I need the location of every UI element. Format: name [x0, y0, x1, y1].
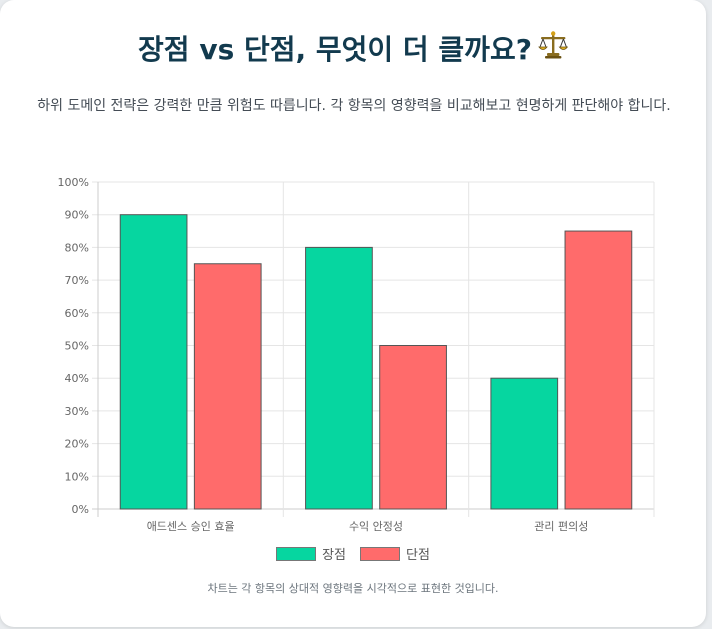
y-tick-label: 80% — [65, 241, 89, 254]
bar-cons[interactable] — [564, 230, 633, 510]
y-tick-label: 10% — [65, 470, 89, 483]
chart-footnote: 차트는 각 항목의 상대적 영향력을 시각적으로 표현한 것입니다. — [207, 582, 499, 595]
bar-pros[interactable] — [119, 214, 188, 510]
balance-scale-icon — [538, 29, 569, 73]
y-tick-label: 90% — [65, 209, 89, 222]
bar-cons[interactable] — [379, 345, 447, 510]
chart-legend: 장점 단점 — [0, 544, 706, 563]
bar-chart: 0% 10% 20% 30% 40% 50% 60% 70% 80% 90% 100% 애드센스 승인… — [58, 176, 655, 533]
y-tick-label: 20% — [65, 438, 89, 451]
y-tick-label: 70% — [65, 274, 89, 287]
legend-label-pros: 장점 — [322, 548, 346, 563]
page-subtitle: 하위 도메인 전략은 강력한 만큼 위험도 따릅니다. 각 항목의 영향력을 비… — [37, 98, 671, 114]
bar-cons[interactable] — [193, 263, 262, 510]
y-tick-label: 50% — [65, 340, 89, 353]
y-tick-label: 60% — [65, 307, 89, 320]
legend-item-cons[interactable]: 단점 — [360, 544, 430, 563]
x-tick-label: 수익 안정성 — [349, 520, 403, 533]
bar-pros[interactable] — [490, 377, 559, 510]
x-tick-label: 애드센스 승인 효율 — [147, 520, 235, 533]
y-tick-label: 30% — [65, 405, 89, 418]
legend-swatch-pros — [276, 546, 317, 561]
y-tick-label: 40% — [65, 372, 89, 385]
legend-label-cons: 단점 — [406, 548, 430, 563]
page-title: 장점 vs 단점, 무엇이 더 클까요? — [0, 28, 706, 73]
x-tick-label: 관리 편의성 — [534, 520, 588, 533]
bar-pros[interactable] — [305, 246, 373, 510]
title-text: 장점 vs 단점, 무엇이 더 클까요? — [138, 33, 532, 66]
y-tick-label: 100% — [58, 176, 89, 189]
y-tick-label: 0% — [72, 503, 89, 516]
legend-swatch-cons — [360, 546, 400, 561]
legend-item-pros[interactable]: 장점 — [276, 544, 346, 563]
